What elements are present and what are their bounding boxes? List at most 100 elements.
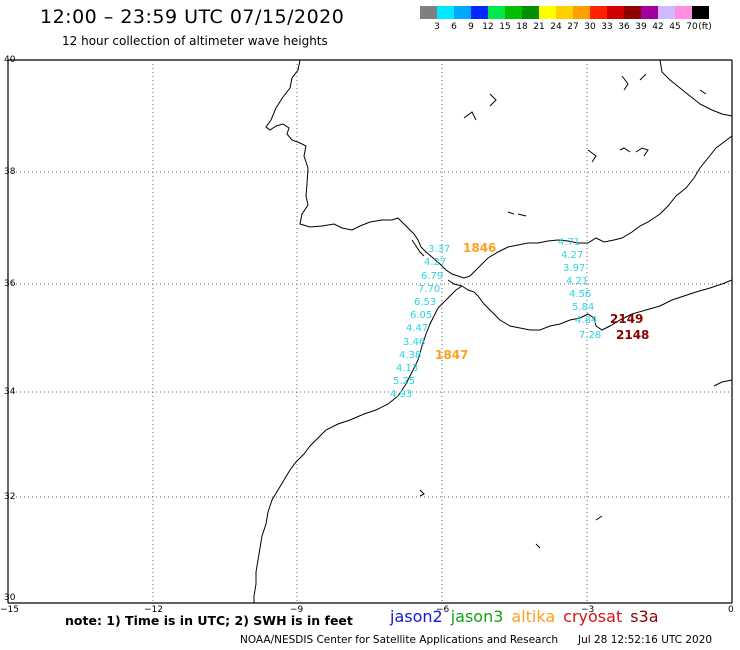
legend-label: 27 — [567, 22, 579, 32]
feature-inland-7 — [639, 73, 647, 81]
coastline-spain-mediterranean — [469, 135, 733, 277]
feature-inland-1 — [463, 111, 477, 121]
mission-legend: jason2 jason3 altika cryosat s3a — [390, 607, 667, 626]
legend-label: 39 — [635, 22, 647, 32]
legend-swatch — [675, 6, 692, 19]
lon-tick-label: −6 — [436, 605, 450, 615]
legend-swatch — [641, 6, 658, 19]
swh-label: 5.84 — [572, 302, 594, 313]
feature-inland-8 — [699, 89, 707, 95]
feature-inland-6 — [621, 75, 629, 91]
legend-label: 45 — [669, 22, 681, 32]
swh-label: 7.70 — [418, 284, 440, 295]
swh-label: 4.21 — [566, 276, 588, 287]
island-alboran — [619, 147, 631, 153]
legend-swatch — [556, 6, 573, 19]
swh-label: 4.56 — [569, 289, 591, 300]
coastline-morocco-mediterranean — [461, 279, 733, 331]
coastlines — [253, 59, 733, 603]
legend-swatch — [539, 6, 556, 19]
legend-label: (ft) — [698, 22, 712, 32]
pass-label-2149: 2149 — [610, 312, 643, 326]
pass-label-1847: 1847 — [435, 348, 468, 362]
pass-label-1846: 1846 — [463, 241, 496, 255]
legend-label: 42 — [652, 22, 664, 32]
swh-label: 4.47 — [406, 323, 428, 334]
lon-tick-label: −3 — [581, 605, 594, 615]
lat-tick-label: 36 — [4, 279, 16, 289]
lon-tick-label: −15 — [0, 605, 19, 615]
legend-label: 18 — [516, 22, 528, 32]
coastline-strait-south — [447, 279, 463, 287]
swh-label: 3.46 — [403, 337, 425, 348]
coastline-cadiz-detail — [411, 239, 425, 257]
legend-swatch — [471, 6, 488, 19]
legend-swatch — [420, 6, 437, 19]
swh-label: 6.79 — [421, 271, 443, 282]
lat-tick-label: 40 — [4, 55, 16, 65]
legend-swatch — [454, 6, 471, 19]
mission-label-jason2: jason2 — [390, 607, 443, 626]
swh-label: 3.37 — [428, 244, 450, 255]
legend-labels: 3 6 9 12 15 18 21 24 27 30 33 36 39 42 45 70 (ft) — [420, 22, 730, 36]
legend-label: 3 — [434, 22, 440, 32]
lat-tick-labels: 40 38 36 34 32 30 — [4, 55, 16, 603]
swh-label: 4.38 — [399, 350, 421, 361]
legend-label: 33 — [601, 22, 613, 32]
mission-label-altika: altika — [511, 607, 556, 626]
swh-label: 4.93 — [390, 389, 412, 400]
lat-tick-label: 34 — [4, 387, 16, 397]
legend-swatch — [590, 6, 607, 19]
swh-label: 4.71 — [558, 237, 580, 248]
legend-label: 15 — [499, 22, 511, 32]
lon-tick-label: −9 — [290, 605, 304, 615]
legend-swatch — [437, 6, 454, 19]
swh-label: 7.28 — [579, 330, 601, 341]
legend-label: 21 — [533, 22, 545, 32]
feature-inland-3 — [507, 211, 515, 215]
legend-swatch — [607, 6, 624, 19]
island-east-1 — [713, 379, 733, 387]
lat-tick-label: 38 — [4, 167, 16, 177]
island-south-1 — [595, 515, 603, 521]
coastline-gibraltar-strait-north — [431, 256, 471, 279]
swh-track-west: 3.37 4.27 6.79 7.70 6.53 6.05 4.47 3.46 … — [390, 244, 450, 400]
legend-swatch — [658, 6, 675, 19]
legend-label: 6 — [451, 22, 457, 32]
legend-label: 24 — [550, 22, 562, 32]
pass-labels: 1846 1847 2149 2148 — [435, 241, 649, 362]
wave-height-color-legend: 3 6 9 12 15 18 21 24 27 30 33 36 39 42 45 70 (ft) — [420, 6, 712, 32]
legend-label: 36 — [618, 22, 630, 32]
legend-swatch — [522, 6, 539, 19]
footer-credit: NOAA/NESDIS Center for Satellite Applica… — [240, 634, 558, 646]
pass-label-2148: 2148 — [616, 328, 649, 342]
swh-label: 4.27 — [424, 257, 446, 268]
legend-swatch — [624, 6, 641, 19]
feature-inland-5 — [587, 149, 597, 163]
legend-label: 9 — [468, 22, 474, 32]
island-morocco-coast — [419, 489, 425, 497]
legend-label: 70 — [686, 22, 698, 32]
lon-tick-label: −12 — [144, 605, 163, 615]
map-subtitle: 12 hour collection of altimeter wave hei… — [62, 34, 328, 48]
legend-swatches — [420, 6, 709, 19]
swh-label: 6.05 — [410, 310, 432, 321]
feature-inland-2 — [489, 93, 497, 107]
coastline-spain-east — [659, 59, 733, 117]
legend-swatch — [573, 6, 590, 19]
legend-swatch — [692, 6, 709, 19]
legend-swatch — [488, 6, 505, 19]
swh-label: 6.53 — [414, 297, 436, 308]
swh-label: 4.27 — [561, 250, 583, 261]
islands — [419, 73, 733, 549]
swh-label: 4.13 — [396, 363, 418, 374]
feature-inland-4 — [517, 213, 527, 217]
lon-tick-label: 0 — [728, 605, 734, 615]
island-south-2 — [535, 543, 541, 549]
swh-label: 4.84 — [575, 315, 597, 326]
coastline-morocco-atlantic — [253, 285, 463, 603]
swh-label: 5.25 — [393, 376, 415, 387]
lon-tick-labels: −15 −12 −9 −6 −3 0 — [0, 605, 734, 615]
mission-label-s3a: s3a — [630, 607, 659, 626]
